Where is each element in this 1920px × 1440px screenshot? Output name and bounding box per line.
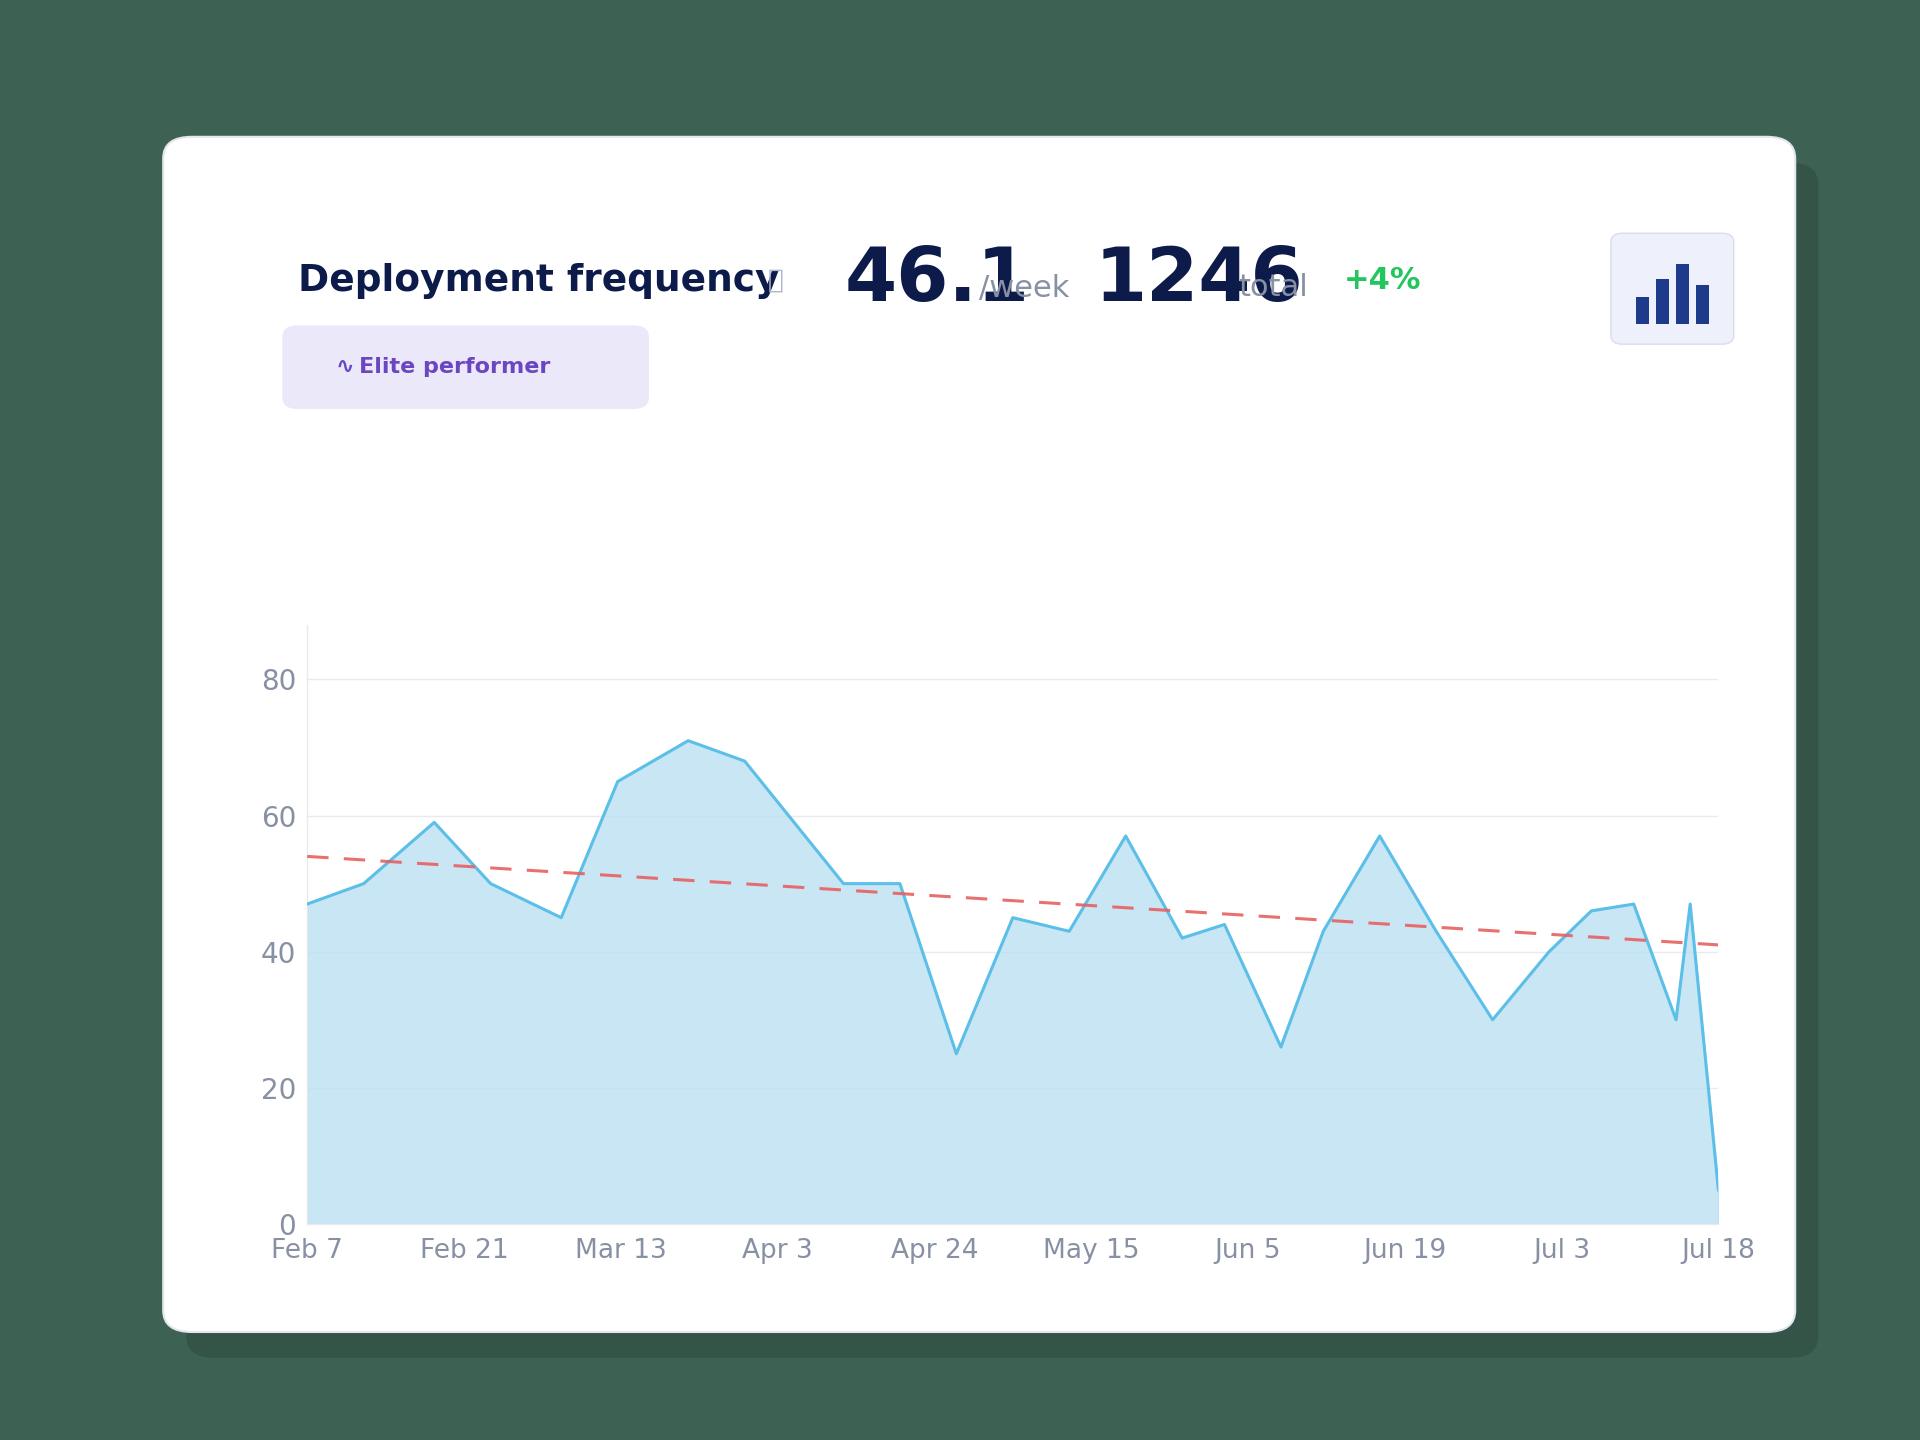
Text: +4%: +4% — [1344, 266, 1421, 295]
Text: total: total — [1238, 274, 1308, 302]
Bar — [1655, 279, 1668, 324]
Text: 1246: 1246 — [1094, 245, 1304, 317]
Text: Deployment frequency: Deployment frequency — [298, 262, 780, 298]
Bar — [1676, 264, 1690, 324]
Text: /week: /week — [979, 274, 1069, 302]
Text: ⓘ: ⓘ — [768, 268, 783, 294]
Text: ∿ Elite performer: ∿ Elite performer — [336, 357, 551, 377]
Text: 46.1: 46.1 — [845, 245, 1029, 317]
Bar — [1695, 285, 1709, 324]
Bar — [1636, 297, 1649, 324]
